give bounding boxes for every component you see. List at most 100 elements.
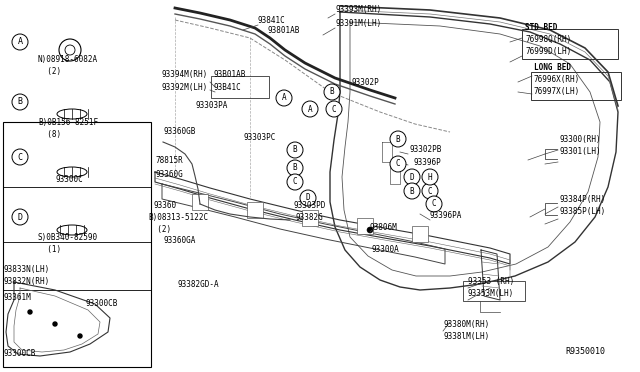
Circle shape	[307, 105, 313, 111]
Circle shape	[287, 160, 303, 176]
Text: B: B	[410, 186, 414, 196]
Text: N)08918-6082A: N)08918-6082A	[38, 55, 98, 64]
Text: (2): (2)	[148, 225, 171, 234]
Bar	[412, 226, 428, 242]
Circle shape	[12, 209, 28, 225]
Text: 93380M(RH): 93380M(RH)	[443, 320, 489, 329]
Ellipse shape	[57, 167, 87, 177]
Text: 93302P: 93302P	[352, 78, 380, 87]
Text: 76996X(RH): 76996X(RH)	[534, 75, 580, 84]
Text: 93302PB: 93302PB	[410, 145, 442, 154]
Text: 93396P: 93396P	[413, 158, 441, 167]
Text: (8): (8)	[38, 130, 61, 139]
Text: B: B	[396, 135, 400, 144]
Text: D: D	[17, 212, 22, 221]
Text: A: A	[282, 93, 286, 103]
Bar	[357, 218, 373, 234]
Text: 93353M(LH): 93353M(LH)	[468, 289, 515, 298]
Circle shape	[324, 84, 340, 100]
Text: 93841C: 93841C	[258, 16, 285, 25]
Text: C: C	[396, 160, 400, 169]
Text: C: C	[17, 153, 22, 161]
Text: 93303PD: 93303PD	[294, 201, 326, 210]
Bar	[247, 202, 263, 218]
Text: C: C	[432, 199, 436, 208]
Circle shape	[300, 190, 316, 206]
Text: 93393M(RH): 93393M(RH)	[335, 5, 381, 14]
Text: 93360G: 93360G	[155, 170, 183, 179]
Text: 93361M: 93361M	[4, 293, 32, 302]
Text: 76999D(LH): 76999D(LH)	[525, 47, 572, 56]
Circle shape	[12, 94, 28, 110]
Circle shape	[367, 227, 373, 233]
Text: 93300CB: 93300CB	[85, 299, 117, 308]
Circle shape	[292, 165, 298, 171]
Text: 78815R: 78815R	[155, 156, 183, 165]
Circle shape	[59, 39, 81, 61]
Text: B: B	[292, 164, 298, 173]
Text: 93391M(LH): 93391M(LH)	[335, 19, 381, 28]
Text: STD BED: STD BED	[525, 23, 557, 32]
Text: 93396PA: 93396PA	[430, 211, 462, 220]
Circle shape	[12, 149, 28, 165]
Text: 93303PC: 93303PC	[244, 133, 276, 142]
Text: 76998Q(RH): 76998Q(RH)	[525, 35, 572, 44]
Text: B)08313-5122C: B)08313-5122C	[148, 213, 208, 222]
Text: H: H	[428, 173, 432, 182]
Text: 93300C: 93300C	[55, 175, 83, 184]
Text: D: D	[410, 173, 414, 182]
Circle shape	[409, 188, 415, 194]
Circle shape	[395, 136, 401, 142]
Circle shape	[276, 90, 292, 106]
Circle shape	[326, 101, 342, 117]
Bar	[3, 122, 151, 367]
Text: B: B	[17, 97, 22, 106]
Text: A: A	[308, 105, 312, 113]
Text: 93392M(LH): 93392M(LH)	[161, 83, 207, 92]
Circle shape	[292, 147, 298, 153]
Circle shape	[395, 161, 401, 167]
Circle shape	[422, 169, 438, 185]
Bar	[192, 194, 208, 210]
Circle shape	[427, 201, 433, 207]
Circle shape	[78, 334, 82, 338]
Circle shape	[28, 310, 32, 314]
Text: 93384P(RH): 93384P(RH)	[560, 195, 606, 204]
Circle shape	[427, 188, 433, 194]
Text: 93385P(LH): 93385P(LH)	[560, 207, 606, 216]
Circle shape	[404, 183, 420, 199]
Text: 93300CB: 93300CB	[4, 349, 36, 358]
Text: 93382G: 93382G	[296, 213, 324, 222]
Text: S)0B340-82590: S)0B340-82590	[38, 233, 98, 242]
Circle shape	[404, 169, 420, 185]
Circle shape	[302, 101, 318, 117]
Text: 93833N(LH): 93833N(LH)	[4, 265, 51, 274]
Circle shape	[409, 174, 415, 180]
Bar	[302, 210, 318, 226]
Text: 93B41C: 93B41C	[213, 83, 241, 92]
Circle shape	[53, 322, 57, 326]
Text: 9338lM(LH): 9338lM(LH)	[443, 332, 489, 341]
Circle shape	[390, 131, 406, 147]
Text: 93832N(RH): 93832N(RH)	[4, 277, 51, 286]
Text: 93300(RH): 93300(RH)	[560, 135, 602, 144]
Circle shape	[390, 156, 406, 172]
Text: C: C	[292, 177, 298, 186]
Text: 93301(LH): 93301(LH)	[560, 147, 602, 156]
Text: (1): (1)	[38, 245, 61, 254]
Text: 93801AB: 93801AB	[267, 26, 300, 35]
Circle shape	[287, 174, 303, 190]
Circle shape	[12, 34, 28, 50]
Circle shape	[422, 183, 438, 199]
Circle shape	[426, 196, 442, 212]
Text: B: B	[330, 87, 334, 96]
Text: C: C	[428, 186, 432, 196]
Text: 93806M: 93806M	[370, 223, 397, 232]
Text: R9350010: R9350010	[565, 347, 605, 356]
Text: 93353 (RH): 93353 (RH)	[468, 277, 515, 286]
Text: D: D	[306, 193, 310, 202]
Text: 93382GD-A: 93382GD-A	[178, 280, 220, 289]
Text: 76997X(LH): 76997X(LH)	[534, 87, 580, 96]
Text: B)0B156-8251F: B)0B156-8251F	[38, 118, 98, 127]
Text: 93394M(RH): 93394M(RH)	[161, 70, 207, 79]
